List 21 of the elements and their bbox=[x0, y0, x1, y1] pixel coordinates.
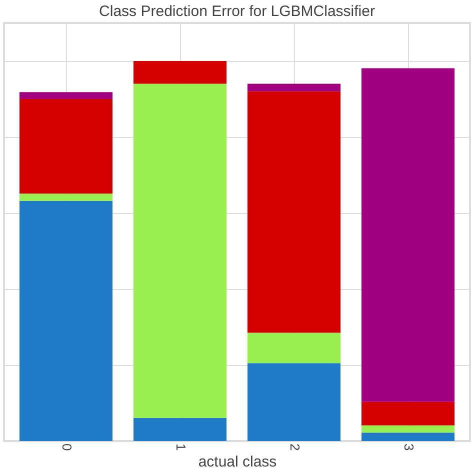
chart-title: Class Prediction Error for LGBMClassifier bbox=[99, 3, 375, 20]
bar bbox=[20, 99, 112, 194]
bar bbox=[248, 91, 340, 333]
bar bbox=[362, 68, 454, 402]
bar bbox=[20, 92, 112, 99]
x-tick-label: 2 bbox=[288, 444, 302, 451]
bar bbox=[362, 425, 454, 433]
bar bbox=[134, 61, 226, 84]
x-axis-title: actual class bbox=[198, 454, 277, 471]
bar bbox=[248, 363, 340, 441]
bar bbox=[134, 418, 226, 441]
bar bbox=[20, 194, 112, 201]
bar bbox=[362, 402, 454, 426]
bar bbox=[248, 84, 340, 92]
x-tick-label: 3 bbox=[402, 444, 416, 451]
x-tick-label: 1 bbox=[174, 444, 188, 451]
bar bbox=[134, 84, 226, 418]
bar bbox=[248, 332, 340, 364]
bar bbox=[20, 200, 112, 441]
bar bbox=[362, 432, 454, 441]
x-tick-label: 0 bbox=[60, 444, 74, 451]
